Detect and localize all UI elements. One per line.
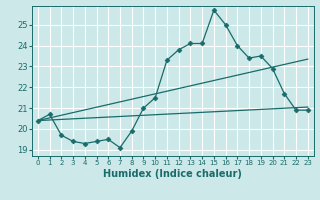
X-axis label: Humidex (Indice chaleur): Humidex (Indice chaleur) [103, 169, 242, 179]
